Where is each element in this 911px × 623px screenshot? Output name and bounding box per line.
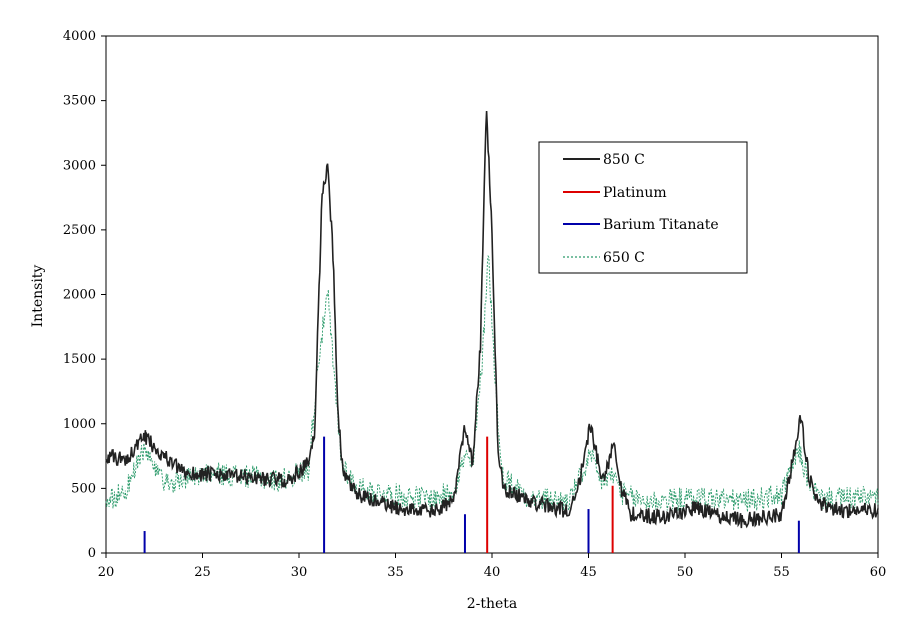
legend-box [538, 141, 748, 274]
y-tick-label: 1000 [63, 417, 96, 432]
y-tick-label: 0 [88, 546, 96, 561]
x-tick-label: 35 [387, 565, 404, 580]
reference-lines [143, 436, 800, 553]
series-layer [105, 111, 879, 529]
x-tick-label: 50 [677, 565, 694, 580]
legend-label-850c: 850 C [603, 152, 645, 168]
x-axis-ticks: 20 25 30 35 40 45 50 55 60 [98, 553, 887, 580]
y-tick-label: 4000 [63, 29, 96, 44]
y-axis-label: Intensity [30, 265, 46, 328]
x-axis-label: 2-theta [467, 596, 518, 612]
series-line-850-c [105, 111, 879, 529]
x-tick-label: 60 [870, 565, 887, 580]
y-tick-label: 500 [71, 481, 96, 496]
x-tick-label: 20 [98, 565, 115, 580]
x-tick-label: 55 [773, 565, 790, 580]
legend: 850 C Platinum Barium Titanate 650 C [538, 141, 748, 274]
x-tick-label: 30 [291, 565, 308, 580]
legend-label-650c: 650 C [603, 250, 645, 266]
y-tick-label: 2500 [63, 223, 96, 238]
x-tick-label: 45 [580, 565, 597, 580]
series-line-650-c [105, 254, 879, 512]
legend-label-barium-titanate: Barium Titanate [603, 217, 719, 233]
plot-area [105, 35, 879, 554]
x-tick-label: 40 [484, 565, 501, 580]
y-tick-label: 2000 [63, 288, 96, 303]
y-tick-label: 3500 [63, 94, 96, 109]
x-tick-label: 25 [194, 565, 211, 580]
y-tick-label: 3000 [63, 158, 96, 173]
y-tick-label: 1500 [63, 352, 96, 367]
legend-label-platinum: Platinum [603, 185, 667, 201]
y-axis-ticks: 0 500 1000 1500 2000 2500 3000 3500 4000 [63, 29, 106, 561]
